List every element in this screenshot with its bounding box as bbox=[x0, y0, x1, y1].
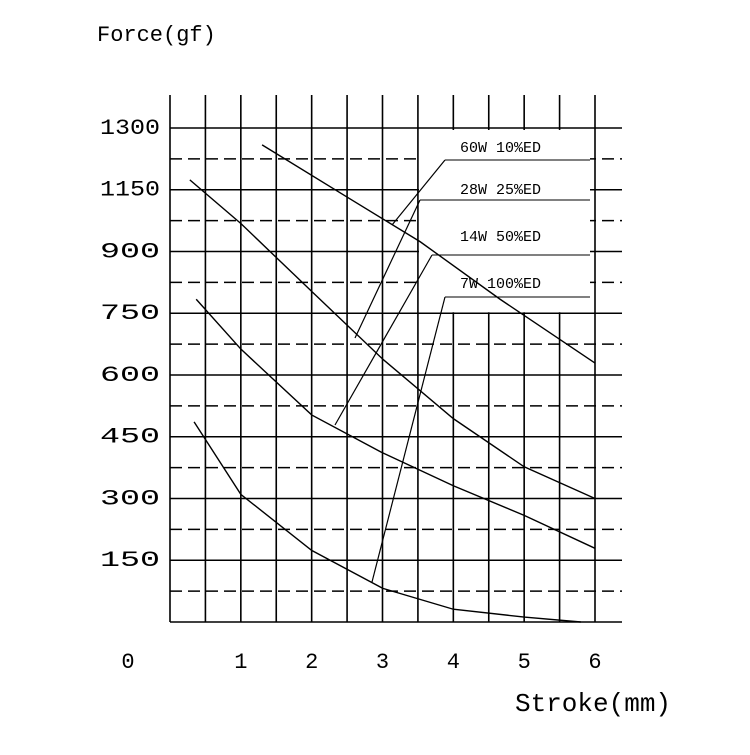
x-tick-label: 2 bbox=[305, 650, 318, 675]
y-tick-label: 900 bbox=[100, 239, 160, 264]
series-line bbox=[261, 144, 596, 364]
y-tick-label: 1150 bbox=[100, 178, 160, 203]
x-tick-label: 1 bbox=[234, 650, 247, 675]
x-tick-label: 5 bbox=[518, 650, 531, 675]
y-tick-label: 600 bbox=[100, 363, 160, 388]
x-axis-label: Stroke(mm) bbox=[515, 689, 671, 719]
x-tick-label: 4 bbox=[447, 650, 460, 675]
y-axis-label: Force(gf) bbox=[97, 23, 216, 48]
y-tick-label: 450 bbox=[100, 425, 160, 450]
y-tick-label: 150 bbox=[100, 548, 160, 573]
series-line bbox=[193, 421, 581, 623]
leader-line bbox=[354, 199, 421, 339]
y-tick-label: 300 bbox=[100, 486, 160, 511]
leader-line bbox=[371, 296, 446, 583]
series-line bbox=[195, 298, 596, 549]
x-tick-label: 3 bbox=[376, 650, 389, 675]
series-label: 7W 100%ED bbox=[460, 276, 541, 293]
x-tick-label: 6 bbox=[588, 650, 601, 675]
series-label: 14W 50%ED bbox=[460, 229, 541, 246]
series-label: 60W 10%ED bbox=[460, 140, 541, 157]
series-label: 28W 25%ED bbox=[460, 182, 541, 199]
x-tick-label: 0 bbox=[121, 650, 134, 675]
y-tick-label: 750 bbox=[100, 301, 160, 326]
series-line bbox=[189, 179, 596, 500]
leader-line bbox=[391, 159, 446, 226]
y-tick-label: 1300 bbox=[100, 116, 160, 141]
leader-line bbox=[334, 254, 433, 426]
